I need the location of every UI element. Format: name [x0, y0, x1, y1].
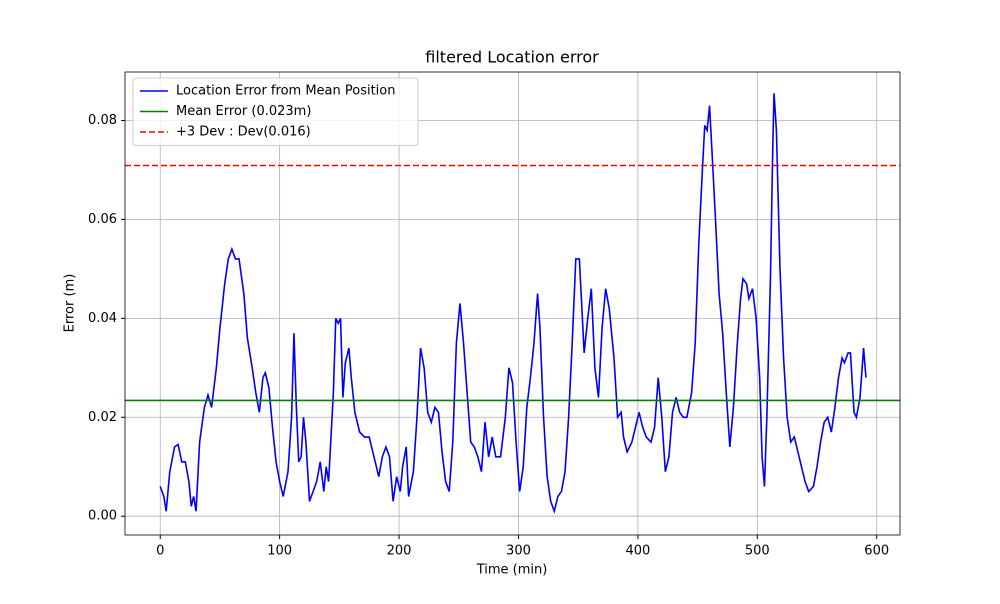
y-tick-label: 0.02: [88, 410, 117, 425]
plot-frame: [124, 71, 901, 536]
legend-label: Location Error from Mean Position: [176, 84, 396, 99]
y-tick-label: 0.00: [88, 509, 117, 524]
legend-label: +3 Dev : Dev(0.016): [176, 125, 311, 140]
data-line: [159, 93, 867, 515]
x-tick-label: 400: [625, 544, 650, 559]
y-axis-label: Error (m): [63, 274, 78, 333]
x-tick-label: 600: [864, 544, 889, 559]
y-tick-label: 0.08: [88, 113, 117, 128]
x-tick-label: 200: [387, 544, 412, 559]
legend-label: Mean Error (0.023m): [176, 104, 311, 119]
x-tick-label: 0: [156, 544, 164, 559]
y-tick-label: 0.06: [88, 212, 117, 227]
legend-box: [132, 77, 419, 146]
x-tick-label: 300: [506, 544, 531, 559]
chart-title: filtered Location error: [425, 48, 599, 67]
x-tick-label: 500: [745, 544, 770, 559]
x-tick-label: 100: [267, 544, 292, 559]
y-tick-label: 0.04: [88, 311, 117, 326]
x-axis-label: Time (min): [476, 563, 548, 578]
